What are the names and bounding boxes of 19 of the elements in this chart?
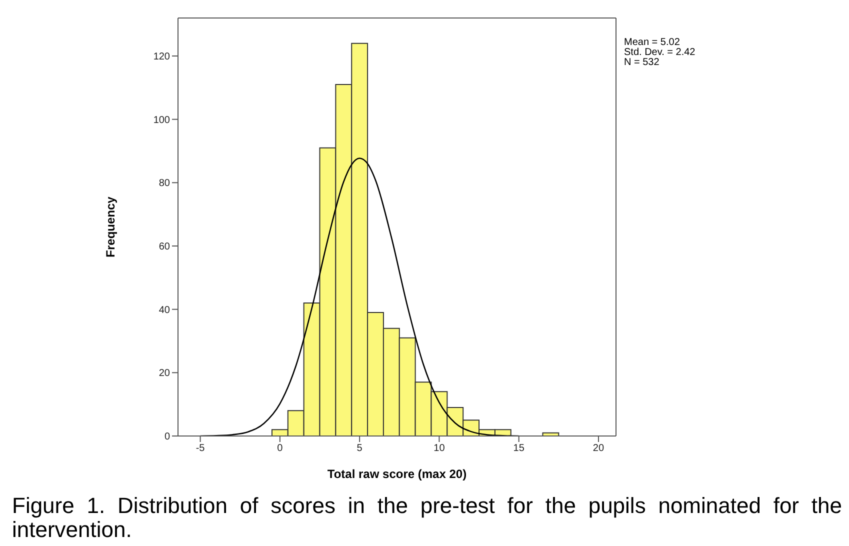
x-tick-label: 0 — [277, 443, 284, 454]
y-tick-label: 0 — [164, 432, 170, 443]
x-tick-label: 20 — [592, 443, 604, 454]
text: N = 532 — [624, 57, 660, 68]
y-tick-label: 40 — [158, 304, 170, 316]
y-axis-title: Frequency — [103, 196, 118, 258]
x-tick-label: 10 — [434, 443, 446, 454]
x-tick-label: -5 — [196, 443, 206, 454]
x-tick-label: 5 — [356, 443, 363, 454]
y-tick-label: 80 — [158, 178, 170, 190]
x-tick-label: 15 — [513, 443, 525, 454]
y-tick-label: 20 — [158, 368, 170, 380]
y-tick-label: 60 — [158, 242, 170, 253]
y-tick-label: 120 — [153, 52, 170, 63]
caption: Figure 1. Distribution of scores in the pre-test for the pupils nominated for the intervention. — [11, 492, 843, 542]
y-tick-label: 100 — [153, 114, 170, 126]
text: Mean = 5.02 — [624, 37, 681, 48]
text: Std. Dev. = 2.42 — [624, 47, 696, 58]
x-axis-title: Total raw score (max 20) — [327, 467, 467, 481]
